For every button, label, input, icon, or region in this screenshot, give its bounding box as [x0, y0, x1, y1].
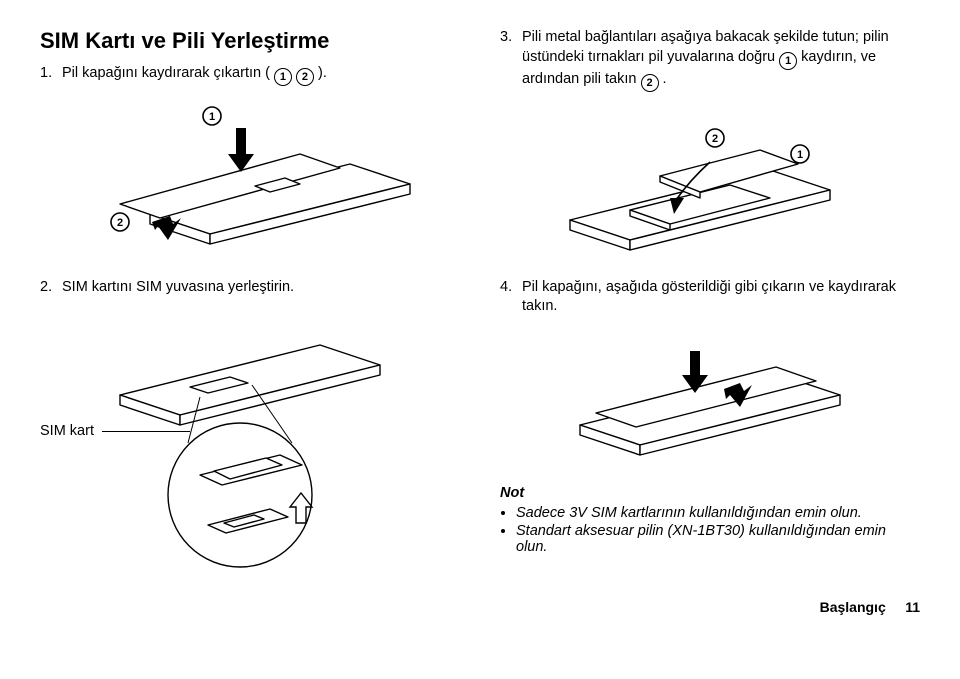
- step-4-num: 4.: [500, 278, 522, 317]
- step-3-num: 3.: [500, 28, 522, 92]
- circled-1-icon: 1: [779, 52, 797, 70]
- sim-card-label: SIM kart: [40, 423, 94, 439]
- note-item-2: Standart aksesuar pilin (XN-1BT30) kulla…: [516, 523, 920, 555]
- figure-step-3: 2 1: [500, 100, 920, 270]
- note-block: Not Sadece 3V SIM kartlarının kullanıldı…: [500, 485, 920, 555]
- step-1-text-a: Pil kapağını kaydırarak çıkartın (: [62, 65, 270, 81]
- note-item-1: Sadece 3V SIM kartlarının kullanıldığınd…: [516, 505, 920, 521]
- circled-1-icon: 1: [274, 68, 292, 86]
- step-2: 2. SIM kartını SIM yuvasına yerleştirin.: [40, 278, 460, 298]
- page-title: SIM Kartı ve Pili Yerleştirme: [40, 28, 460, 54]
- step-2-text: SIM kartını SIM yuvasına yerleştirin.: [62, 278, 460, 298]
- right-col-bottom: 4. Pil kapağını, aşağıda gösterildiği gi…: [500, 278, 920, 586]
- step-1-num: 1.: [40, 64, 62, 86]
- figure-step-1: 1 2: [40, 94, 460, 264]
- circled-2-icon: 2: [296, 68, 314, 86]
- page-footer: Başlangıç 11: [40, 599, 920, 615]
- left-col-bottom: 2. SIM kartını SIM yuvasına yerleştirin.: [40, 278, 460, 586]
- svg-text:1: 1: [209, 111, 215, 123]
- step-3-text-c: .: [663, 71, 667, 87]
- svg-text:2: 2: [712, 133, 718, 145]
- right-col-top: 3. Pili metal bağlantıları aşağıya bakac…: [500, 28, 920, 270]
- figure-step-4: [500, 325, 920, 475]
- step-2-num: 2.: [40, 278, 62, 298]
- step-4: 4. Pil kapağını, aşağıda gösterildiği gi…: [500, 278, 920, 317]
- svg-text:2: 2: [117, 217, 123, 229]
- step-1-text-b: ).: [318, 65, 327, 81]
- circled-2-icon: 2: [641, 74, 659, 92]
- footer-section: Başlangıç: [820, 599, 886, 615]
- step-1: 1. Pil kapağını kaydırarak çıkartın ( 1 …: [40, 64, 460, 86]
- note-title: Not: [500, 485, 920, 501]
- figure-step-2: SIM kart: [40, 305, 460, 585]
- sim-card-leader-line: [102, 431, 190, 432]
- left-col-top: SIM Kartı ve Pili Yerleştirme 1. Pil kap…: [40, 28, 460, 270]
- footer-page-number: 11: [905, 599, 920, 615]
- svg-text:1: 1: [797, 149, 803, 161]
- step-3: 3. Pili metal bağlantıları aşağıya bakac…: [500, 28, 920, 92]
- step-4-text: Pil kapağını, aşağıda gösterildiği gibi …: [522, 278, 920, 317]
